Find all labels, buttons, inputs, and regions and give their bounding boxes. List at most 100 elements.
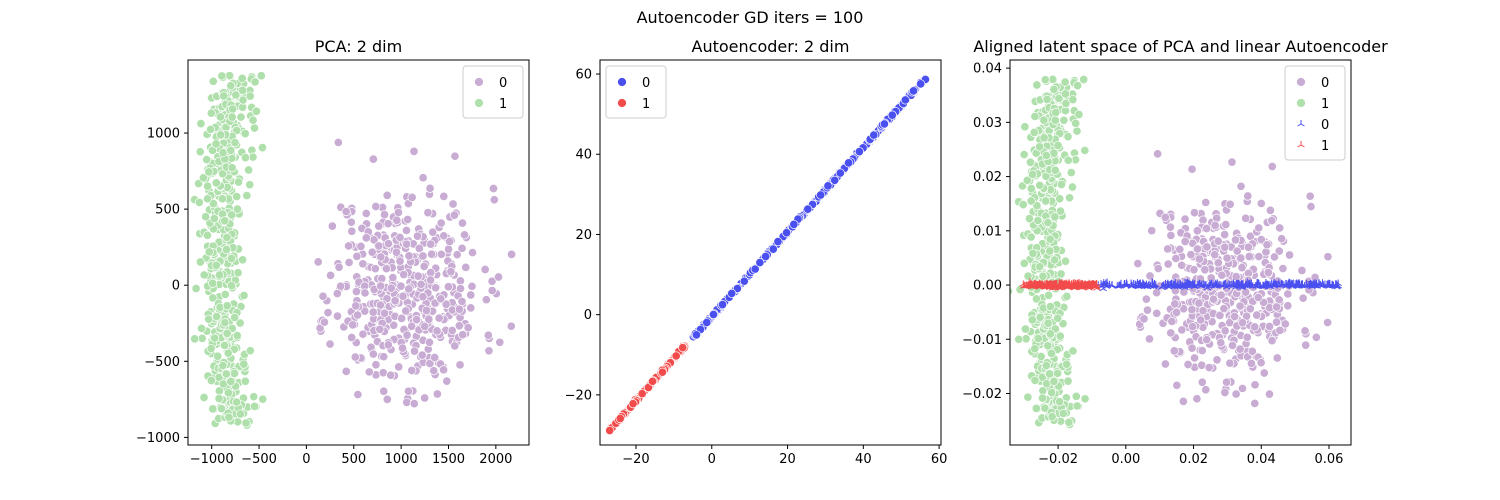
data-point	[1043, 341, 1053, 351]
data-point	[506, 321, 516, 331]
data-point	[481, 295, 491, 305]
data-point	[428, 227, 438, 237]
data-point	[1047, 387, 1057, 398]
data-point	[1267, 161, 1277, 172]
data-point	[239, 359, 249, 369]
data-point	[1332, 281, 1341, 288]
data-point	[1220, 280, 1228, 287]
data-point	[1289, 279, 1297, 286]
data-point	[1192, 394, 1202, 404]
data-point	[1135, 282, 1143, 289]
legend-label: 0	[499, 76, 507, 91]
data-point	[347, 332, 357, 343]
data-point	[1043, 318, 1053, 328]
data-point	[325, 339, 335, 349]
data-point	[1019, 258, 1029, 268]
data-point	[1018, 200, 1028, 210]
data-point	[1050, 115, 1060, 125]
data-point	[1063, 376, 1073, 386]
data-point	[1260, 282, 1268, 290]
data-point	[916, 79, 926, 89]
data-point	[1022, 175, 1032, 185]
data-point	[374, 241, 384, 251]
data-point	[399, 270, 409, 280]
data-point	[211, 178, 221, 188]
y-tick-label: 0	[172, 279, 180, 294]
data-point	[430, 352, 440, 363]
data-point	[379, 386, 389, 396]
data-point	[1254, 279, 1262, 286]
data-point	[351, 286, 362, 297]
data-point	[1253, 292, 1263, 302]
data-point	[1201, 197, 1211, 208]
data-point	[1242, 332, 1252, 342]
data-point	[1128, 282, 1136, 289]
data-point	[376, 281, 386, 291]
data-point	[409, 346, 420, 356]
y-tick-label: 0.02	[973, 170, 1002, 185]
data-point	[323, 308, 333, 318]
x-tick-label: 0.04	[1247, 452, 1276, 467]
data-point	[1053, 368, 1063, 378]
data-point	[1073, 81, 1083, 91]
data-point	[196, 119, 206, 129]
data-point	[439, 365, 449, 375]
data-point	[1030, 375, 1040, 385]
data-point	[378, 368, 388, 378]
data-point	[1180, 214, 1190, 224]
data-point	[1166, 328, 1176, 338]
data-point	[1049, 148, 1059, 158]
data-point	[1050, 165, 1060, 175]
data-point	[1031, 403, 1041, 413]
data-point	[854, 147, 864, 157]
data-point	[484, 346, 494, 356]
data-point	[459, 230, 470, 240]
data-point	[194, 197, 204, 208]
data-point	[1272, 302, 1282, 312]
data-point	[1014, 334, 1024, 344]
data-point	[401, 225, 412, 235]
data-point	[421, 305, 432, 315]
data-point	[257, 143, 268, 153]
data-point	[1043, 218, 1053, 228]
data-point	[1037, 393, 1048, 403]
data-point	[1032, 80, 1042, 90]
data-point	[487, 276, 497, 286]
data-point	[218, 148, 228, 158]
data-point	[1202, 223, 1212, 234]
data-point	[1163, 244, 1173, 254]
x-tick-label: 20	[779, 452, 796, 467]
data-point	[346, 217, 356, 227]
data-point	[226, 145, 236, 155]
data-point	[1241, 213, 1251, 223]
data-point	[1256, 198, 1266, 208]
data-point	[908, 86, 919, 96]
data-point	[1250, 322, 1260, 332]
data-point	[208, 76, 218, 86]
data-point	[341, 366, 351, 376]
data-point	[1031, 294, 1042, 304]
data-point	[426, 239, 436, 249]
data-point	[327, 221, 337, 231]
data-point	[206, 343, 216, 354]
data-point	[204, 247, 214, 257]
data-point	[240, 376, 250, 386]
data-point	[1243, 191, 1253, 201]
data-point	[1010, 286, 1013, 296]
data-point	[463, 323, 473, 333]
data-point	[1165, 222, 1175, 232]
data-point	[1026, 184, 1036, 194]
data-point	[750, 264, 760, 274]
data-point	[900, 95, 910, 105]
data-point	[226, 81, 236, 91]
data-point	[222, 301, 232, 311]
data-point	[1187, 343, 1197, 353]
data-point	[242, 191, 252, 201]
data-point	[248, 152, 258, 162]
data-point	[461, 262, 471, 272]
legend-label: 0	[1321, 118, 1329, 133]
legend-label: 0	[642, 76, 650, 91]
data-point	[202, 230, 212, 240]
data-point	[1020, 282, 1028, 289]
data-point	[1058, 319, 1068, 329]
